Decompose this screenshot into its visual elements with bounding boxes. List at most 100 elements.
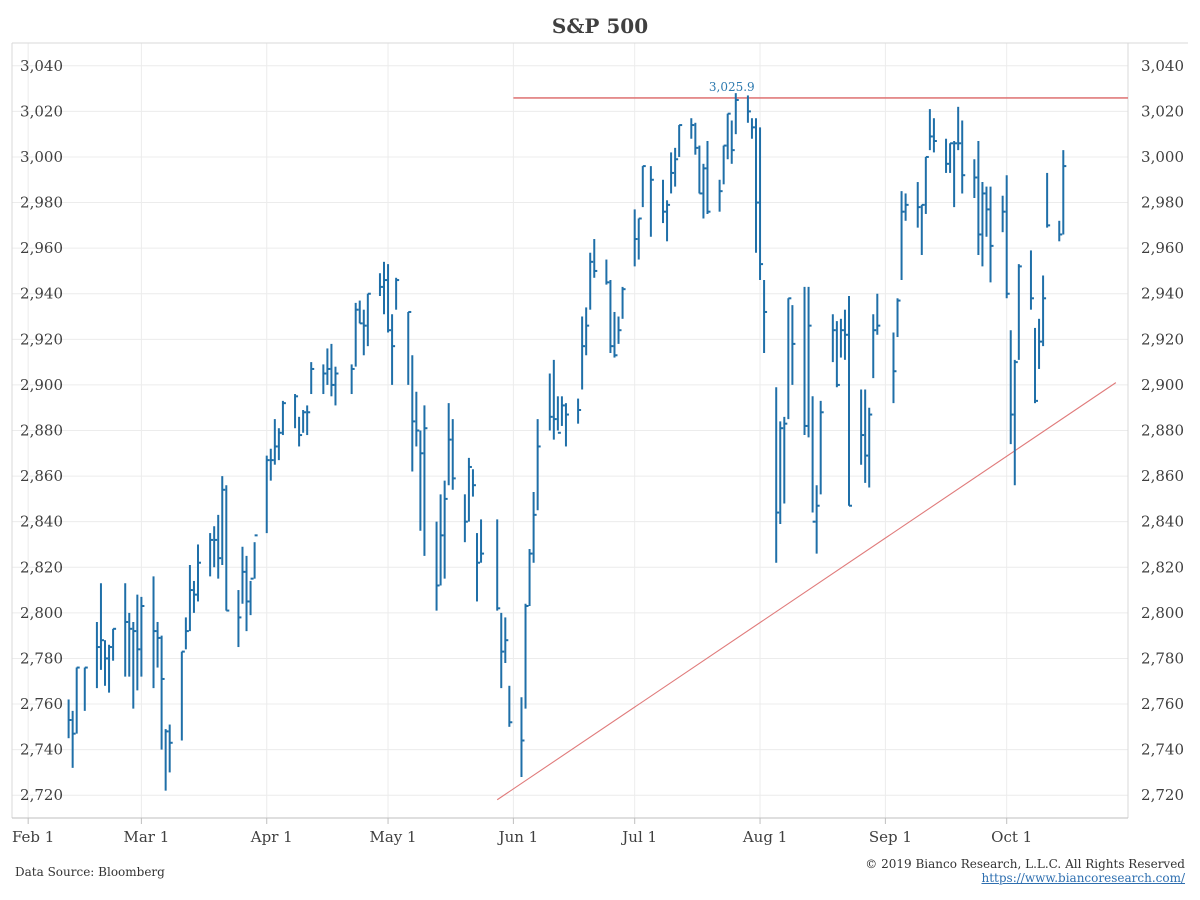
price-bar [1005,175,1010,299]
price-bar [670,152,675,194]
price-bar [957,106,962,151]
price-bar [184,617,189,650]
price-bar [726,112,731,160]
price-bar [617,316,622,344]
x-tick-label: Feb 1 [12,828,54,846]
price-bar [848,296,852,507]
price-bar [439,494,444,586]
price-bar [585,307,590,356]
price-bar [71,710,76,768]
price-bar [508,685,513,727]
x-tick-label: Oct 1 [991,828,1032,846]
price-bar [706,141,711,214]
price-bar [188,564,193,632]
price-bar [269,448,274,481]
price-bar [180,650,185,741]
price-bar [225,485,230,612]
y-tick-label-right: 2,760 [1141,695,1184,713]
price-bar [945,138,950,173]
price-bar [920,203,925,255]
price-bar [868,407,873,488]
price-bar [504,617,509,663]
price-bar [977,141,982,255]
price-bar [164,729,169,791]
price-bar [83,666,88,711]
y-tick-label-left: 2,740 [20,741,63,759]
price-bar [132,621,137,709]
price-bar [391,314,396,385]
price-bar [322,364,327,395]
price-bar [775,387,780,563]
x-axis-ticks: Feb 1 Mar 1 Apr 1 May 1 Jun 1 Jul 1 Aug 1 Sep 1… [12,818,1032,846]
price-bar [1042,275,1047,347]
price-bar [326,348,331,385]
y-tick-label-left: 2,760 [20,695,63,713]
y-tick-label-right: 2,940 [1141,285,1184,303]
website-link-wrap: https://www.biancoresearch.com/ [981,871,1185,885]
price-bar [217,514,222,579]
price-bar [411,355,416,472]
y-tick-label-right: 2,880 [1141,422,1184,440]
x-tick-label: Sep 1 [869,828,912,846]
y-tick-label-right: 2,860 [1141,467,1184,485]
price-bar [924,155,929,214]
price-bar [1046,172,1051,228]
price-bar [1034,327,1038,404]
price-bar [496,519,501,611]
price-bar [916,182,921,228]
price-bar [876,293,881,335]
price-bar [819,400,824,495]
price-bar [746,95,751,123]
y-tick-label-left: 2,960 [20,239,63,257]
y-tick-label-left: 2,980 [20,194,63,212]
price-bar [864,389,869,483]
price-bar [649,166,654,237]
y-tick-label-right: 2,840 [1141,513,1184,531]
price-bar [1062,150,1067,235]
y-tick-label-right: 3,040 [1141,57,1184,75]
grid [12,43,1128,818]
price-bar [435,521,440,611]
price-bar [730,120,735,164]
price-bar [128,612,133,677]
price-bar [722,144,727,185]
price-bar [759,127,764,281]
price-bar [637,217,642,260]
website-link[interactable]: https://www.biancoresearch.com/ [981,871,1185,885]
price-bar [407,310,412,385]
price-bar [350,364,355,395]
price-bar [75,666,80,734]
price-bar [839,318,844,358]
copyright: © 2019 Bianco Research, L.L.C. All Right… [865,857,1185,871]
price-bar [860,389,865,465]
price-bar [467,457,472,522]
price-bar [140,596,145,677]
price-bar [294,394,299,429]
price-bar [694,122,699,155]
price-bar [750,118,755,139]
price-bar [310,362,315,395]
price-bar [896,298,901,338]
price-bar [548,373,553,431]
price-bar [447,403,452,486]
price-bar [387,264,392,333]
price-bar [803,286,808,436]
y-tick-label-right: 2,820 [1141,558,1184,576]
price-bar [192,580,197,613]
price-bar [156,621,161,668]
y-tick-label-left: 2,820 [20,558,63,576]
price-bar [662,179,666,224]
price-bar [981,182,986,267]
price-bar [1017,264,1022,360]
price-bar [354,302,359,367]
reference-lines [496,97,1128,801]
price-bar [168,724,173,773]
price-bar [779,421,784,524]
price-bar [1038,318,1043,369]
price-bar [221,476,226,565]
price-bar [334,366,339,406]
price-bar [476,533,480,602]
y-tick-label-right: 2,740 [1141,741,1184,759]
price-bar [378,273,383,297]
